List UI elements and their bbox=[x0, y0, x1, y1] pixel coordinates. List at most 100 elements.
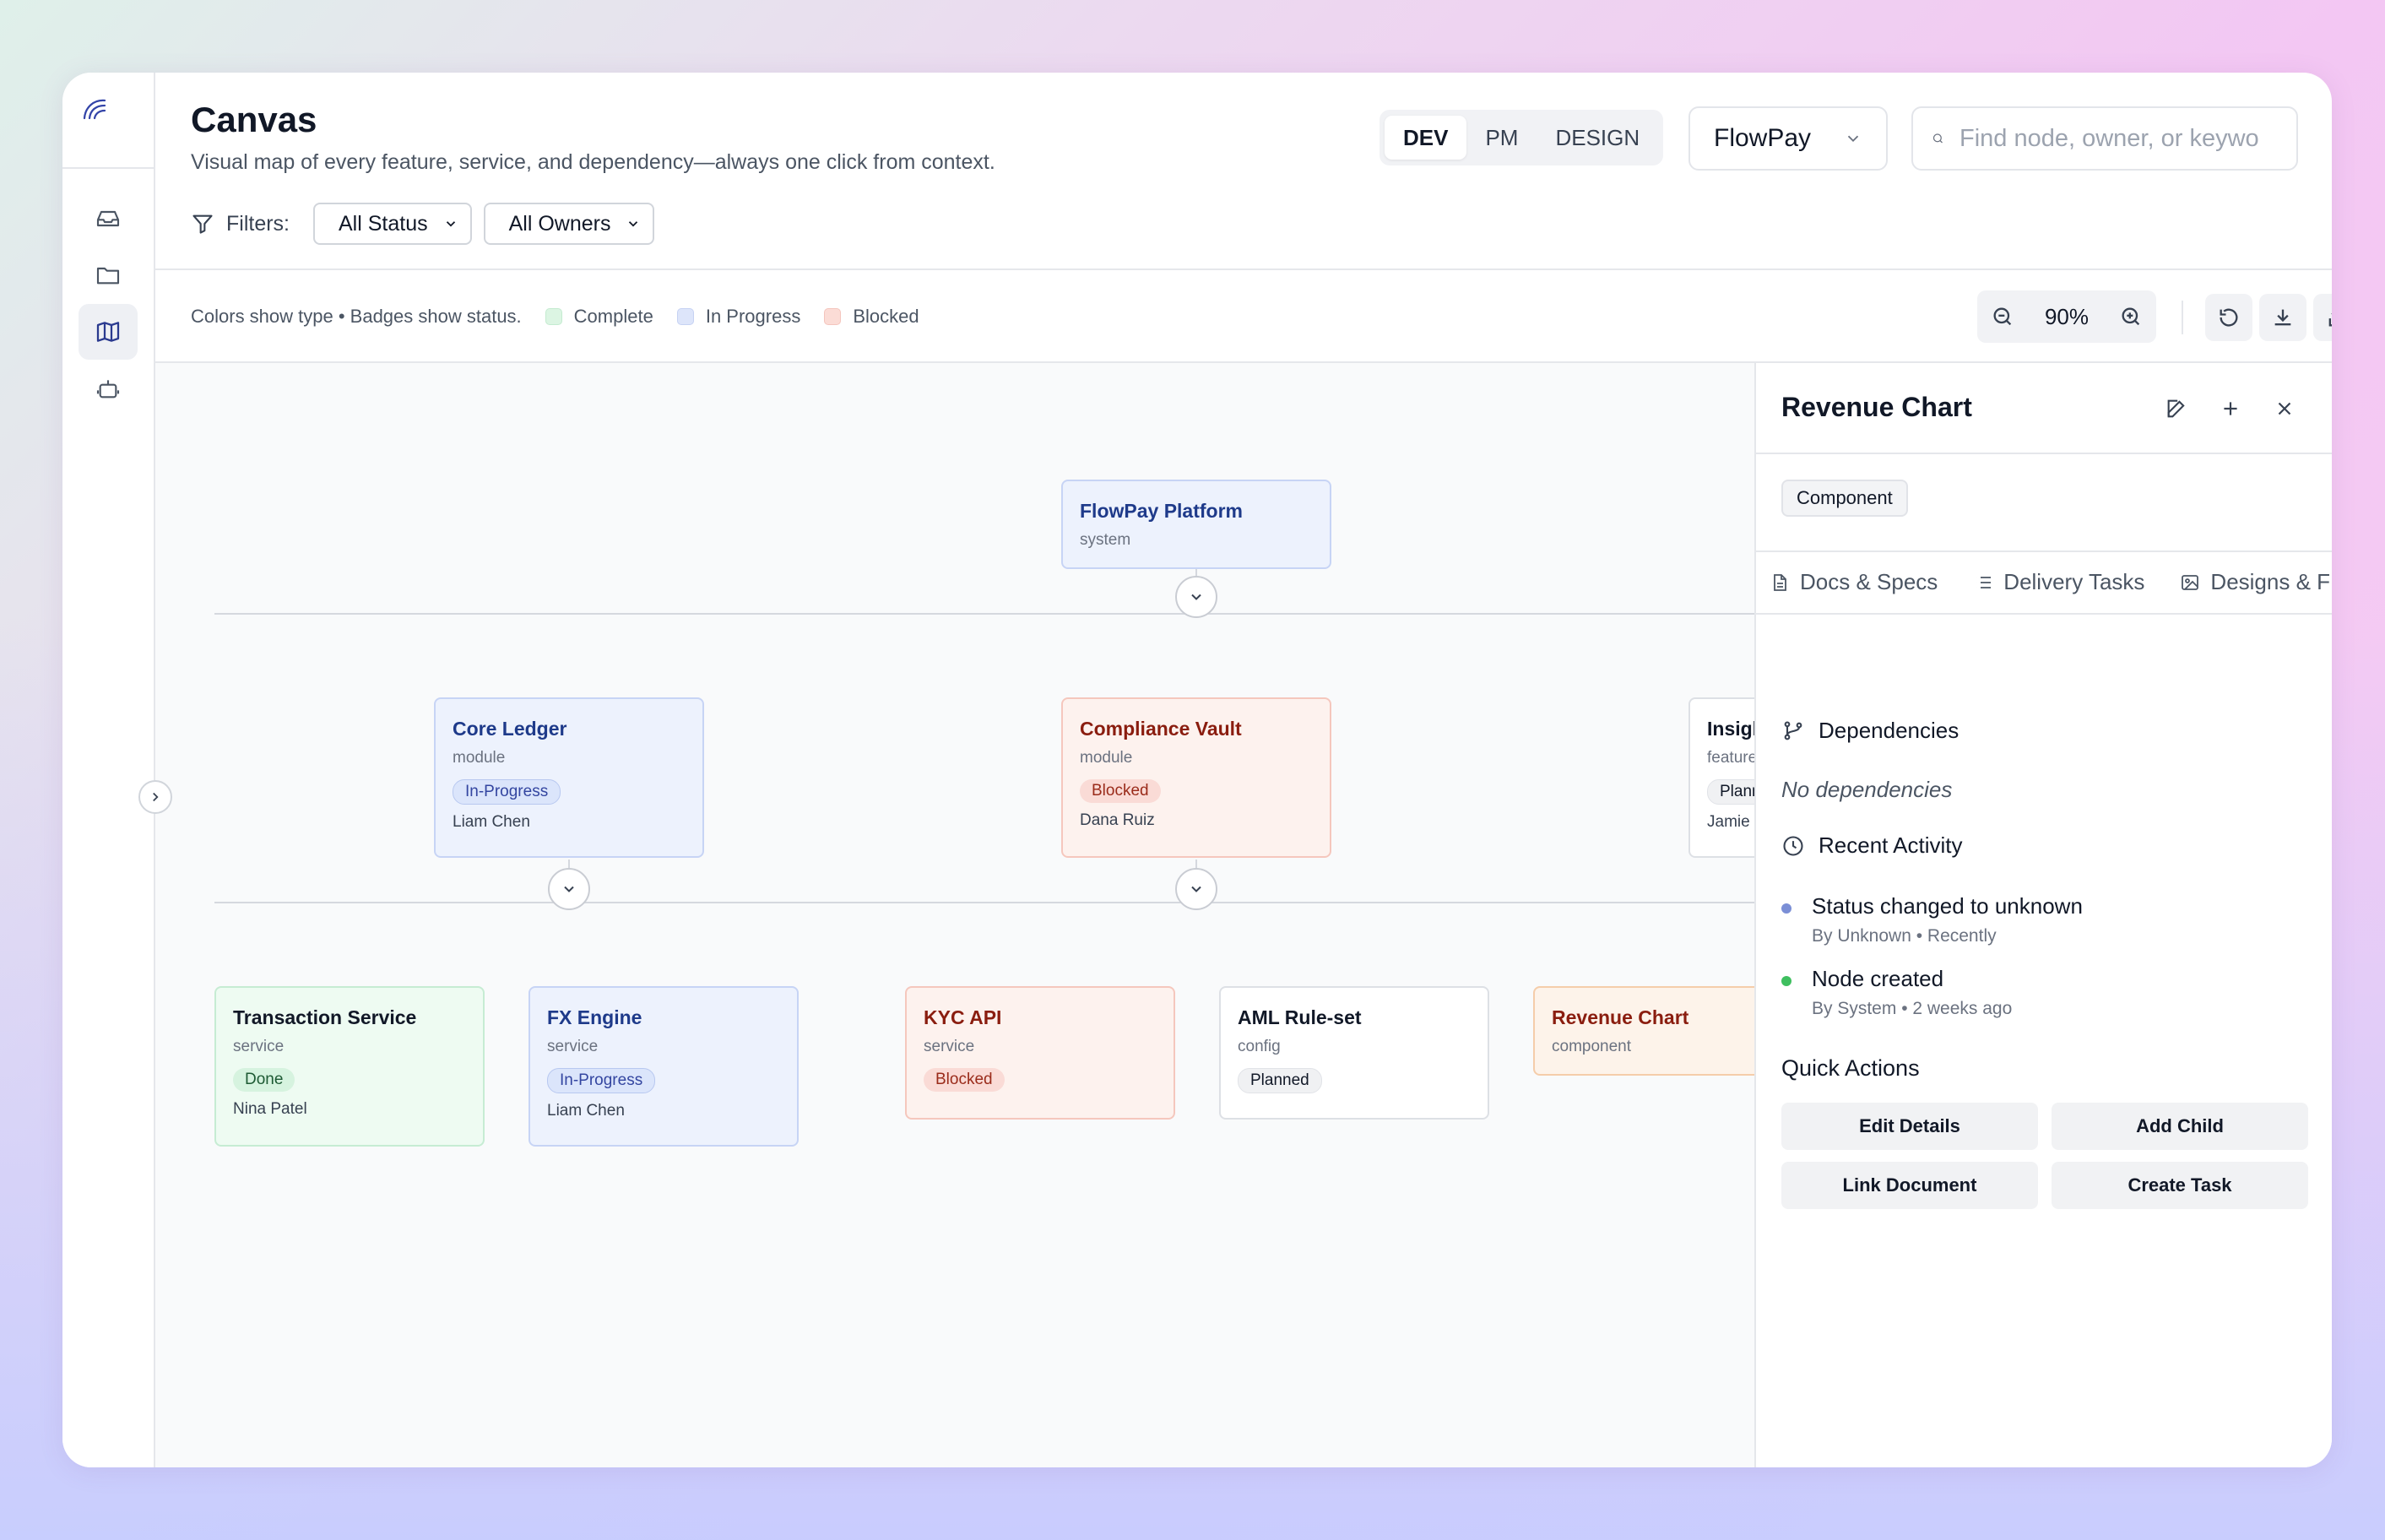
list-icon bbox=[1976, 576, 1992, 588]
activity-item: Status changed to unknown By Unknown • R… bbox=[1781, 893, 2083, 946]
share-button[interactable] bbox=[2313, 294, 2332, 341]
rail-folder-button[interactable] bbox=[79, 247, 138, 303]
node-fx-engine[interactable]: FX Engine service In-Progress Liam Chen bbox=[528, 986, 799, 1147]
node-type: service bbox=[233, 1038, 285, 1055]
node-owner: Jamie Lee bbox=[1707, 813, 1754, 831]
legend-item-blocked: Blocked bbox=[824, 306, 919, 328]
tab-label: Delivery Tasks bbox=[2003, 569, 2145, 594]
node-type: service bbox=[547, 1038, 599, 1055]
tab-delivery-tasks[interactable]: Delivery Tasks bbox=[1973, 569, 2144, 595]
filters-label-group: Filters: bbox=[191, 212, 290, 236]
close-icon bbox=[2278, 402, 2291, 415]
node-type: module bbox=[1080, 749, 1133, 767]
owner-filter-select[interactable]: All Owners bbox=[483, 203, 655, 245]
edit-details-button[interactable]: Edit Details bbox=[1781, 1103, 2038, 1150]
node-transaction-service[interactable]: Transaction Service service Done Nina Pa… bbox=[214, 986, 485, 1147]
node-aml-ruleset[interactable]: AML Rule-set config Planned bbox=[1219, 986, 1489, 1120]
expand-sidebar-button[interactable] bbox=[138, 780, 172, 814]
legend-label: Complete bbox=[573, 306, 653, 327]
node-type: config bbox=[1238, 1038, 1281, 1055]
node-type: feature bbox=[1707, 749, 1754, 767]
node-owner: Liam Chen bbox=[547, 1102, 625, 1120]
role-tab-design[interactable]: DESIGN bbox=[1555, 124, 1640, 150]
role-tab-pm[interactable]: PM bbox=[1485, 124, 1519, 150]
zoom-in-button[interactable] bbox=[2119, 305, 2143, 328]
app-logo-icon[interactable] bbox=[81, 95, 135, 149]
activity-dot bbox=[1781, 903, 1791, 914]
node-title: Transaction Service bbox=[233, 1006, 417, 1028]
tab-label: Designs & F bbox=[2210, 569, 2331, 594]
node-compliance-vault[interactable]: Compliance Vault module Blocked Dana Rui… bbox=[1061, 697, 1331, 858]
status-badge: Blocked bbox=[924, 1068, 1005, 1092]
legend: Colors show type • Badges show status. C… bbox=[191, 306, 919, 328]
edit-icon bbox=[2167, 399, 2185, 418]
activity-main: Node created bbox=[1812, 966, 1944, 991]
edit-button[interactable] bbox=[2163, 395, 2190, 422]
legend-item-in-progress: In Progress bbox=[676, 306, 800, 328]
status-filter-value: All Status bbox=[339, 211, 428, 236]
collapse-toggle[interactable] bbox=[548, 868, 590, 910]
node-kyc-api[interactable]: KYC API service Blocked bbox=[905, 986, 1175, 1120]
chevron-down-icon bbox=[1191, 594, 1201, 600]
details-panel: Revenue Chart Component Docs & Specs bbox=[1754, 363, 2332, 1467]
page-subtitle: Visual map of every feature, service, an… bbox=[191, 150, 995, 174]
rail-divider bbox=[62, 167, 155, 169]
search-box[interactable] bbox=[1911, 106, 2298, 171]
filter-icon bbox=[192, 214, 213, 234]
zoom-control: 90% bbox=[1977, 290, 2156, 343]
project-select[interactable]: FlowPay bbox=[1688, 106, 1888, 171]
connector bbox=[214, 613, 1754, 615]
legend-hint: Colors show type • Badges show status. bbox=[191, 306, 522, 327]
close-panel-button[interactable] bbox=[2271, 395, 2298, 422]
zoom-out-button[interactable] bbox=[1991, 305, 2014, 328]
branch-icon bbox=[1784, 720, 1802, 740]
search-input[interactable] bbox=[1959, 124, 2278, 153]
activity-main: Status changed to unknown bbox=[1812, 893, 2083, 919]
node-type: module bbox=[453, 749, 506, 767]
node-core-ledger[interactable]: Core Ledger module In-Progress Liam Chen bbox=[434, 697, 704, 858]
link-document-button[interactable]: Link Document bbox=[1781, 1162, 2038, 1209]
map-icon bbox=[96, 322, 120, 342]
add-child-button[interactable]: Add Child bbox=[2052, 1103, 2308, 1150]
node-owner: Dana Ruiz bbox=[1080, 811, 1155, 829]
folder-icon bbox=[96, 267, 120, 285]
create-task-button[interactable]: Create Task bbox=[2052, 1162, 2308, 1209]
node-revenue-chart[interactable]: Revenue Chart component bbox=[1533, 986, 1754, 1076]
role-tab-dev[interactable]: DEV bbox=[1385, 116, 1467, 160]
reset-view-button[interactable] bbox=[2205, 294, 2252, 341]
node-title: Revenue Chart bbox=[1552, 1006, 1689, 1028]
status-filter-select[interactable]: All Status bbox=[313, 203, 472, 245]
collapse-toggle[interactable] bbox=[1175, 868, 1217, 910]
header-divider bbox=[155, 268, 2332, 270]
collapse-toggle[interactable] bbox=[1175, 576, 1217, 618]
activity-sub: By Unknown • Recently bbox=[1812, 926, 1997, 946]
node-title: Insights Das bbox=[1707, 718, 1754, 740]
role-switcher: DEV PM DESIGN bbox=[1380, 110, 1663, 165]
plus-icon bbox=[2224, 402, 2237, 415]
chevron-down-icon bbox=[1191, 886, 1201, 892]
app-window: Canvas Visual map of every feature, serv… bbox=[62, 73, 2332, 1467]
add-button[interactable] bbox=[2217, 395, 2244, 422]
legend-swatch bbox=[545, 308, 562, 325]
canvas-area[interactable]: FlowPay Platform system Core Ledger modu… bbox=[155, 363, 1754, 1467]
node-title: FlowPay Platform bbox=[1080, 500, 1243, 522]
download-button[interactable] bbox=[2259, 294, 2306, 341]
node-type-chip: Component bbox=[1781, 480, 1908, 517]
node-flowpay-platform[interactable]: FlowPay Platform system bbox=[1061, 480, 1331, 569]
rail-map-button[interactable] bbox=[79, 304, 138, 360]
activity-sub: By System • 2 weeks ago bbox=[1812, 999, 2013, 1018]
chevron-right-icon bbox=[153, 792, 159, 802]
filters-label: Filters: bbox=[226, 211, 290, 236]
tab-docs-specs[interactable]: Docs & Specs bbox=[1770, 569, 1938, 595]
legend-label: Blocked bbox=[853, 306, 919, 327]
status-badge: Planned bbox=[1707, 779, 1754, 805]
node-insights[interactable]: Insights Das feature Planned Jamie Lee bbox=[1688, 697, 1754, 858]
share-icon bbox=[2328, 313, 2332, 327]
status-badge: Done bbox=[233, 1068, 295, 1092]
rail-bot-button[interactable] bbox=[79, 361, 138, 417]
panel-divider bbox=[1756, 613, 2332, 615]
tab-designs[interactable]: Designs & F bbox=[2180, 569, 2330, 595]
rail-inbox-button[interactable] bbox=[79, 191, 138, 247]
search-icon bbox=[1932, 133, 1943, 144]
panel-divider bbox=[1756, 453, 2332, 454]
